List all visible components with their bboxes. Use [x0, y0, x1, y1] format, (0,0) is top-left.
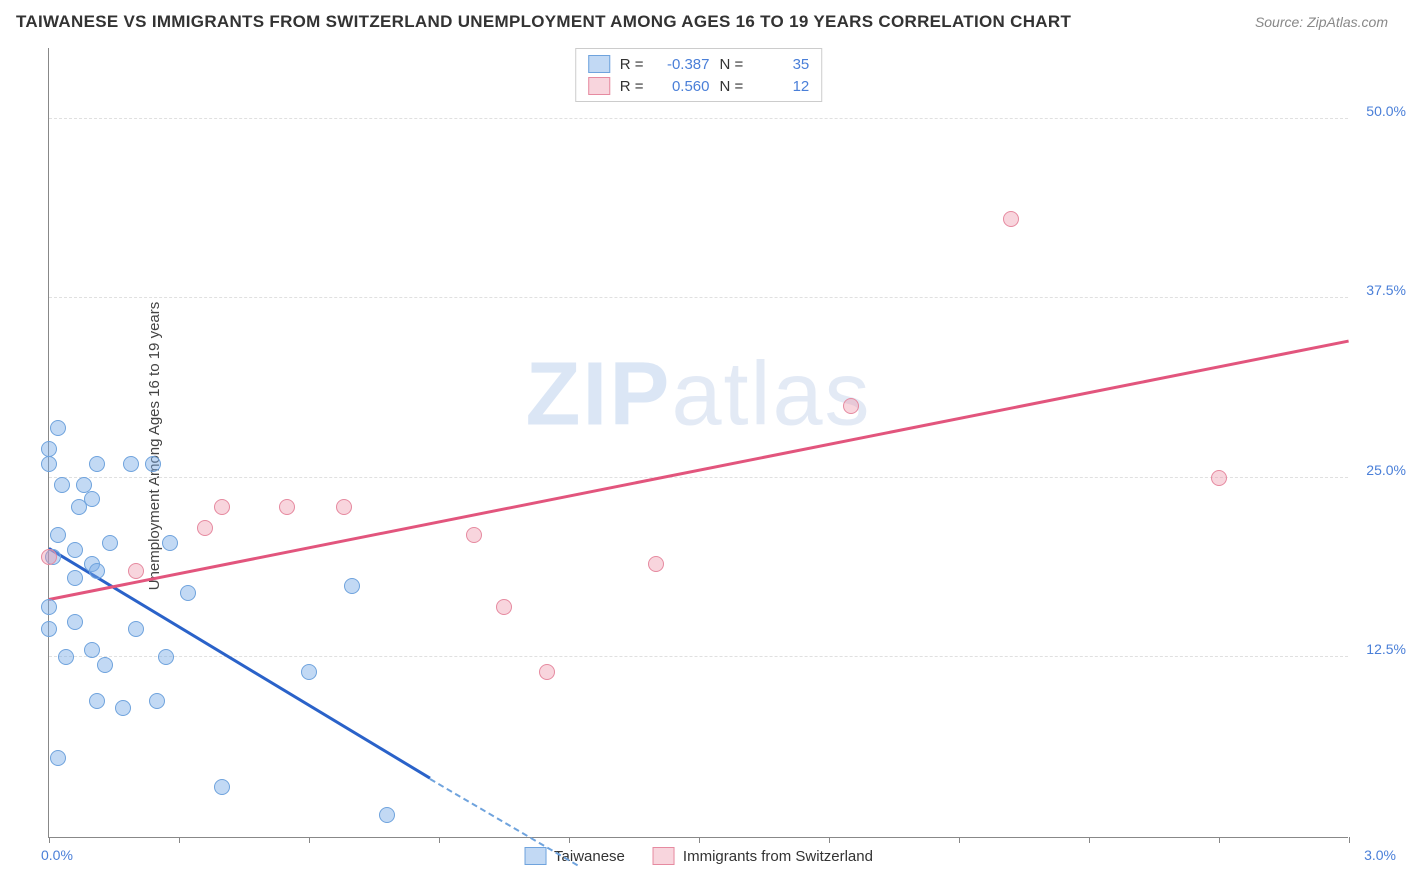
data-point — [279, 499, 295, 515]
data-point — [214, 499, 230, 515]
gridline — [49, 477, 1348, 478]
legend-row-swiss: R = 0.560 N = 12 — [588, 75, 810, 97]
data-point — [84, 491, 100, 507]
r-value-swiss: 0.560 — [654, 78, 710, 95]
x-axis-max-label: 3.0% — [1364, 847, 1396, 863]
data-point — [214, 779, 230, 795]
data-point — [301, 664, 317, 680]
data-point — [89, 456, 105, 472]
data-point — [50, 750, 66, 766]
data-point — [149, 693, 165, 709]
y-tick-label: 12.5% — [1366, 641, 1406, 657]
data-point — [180, 585, 196, 601]
plot-area: ZIPatlas R = -0.387 N = 35 R = 0.560 N =… — [48, 48, 1348, 838]
x-tick — [1089, 837, 1090, 843]
n-label: N = — [720, 56, 744, 73]
data-point — [41, 599, 57, 615]
swatch-swiss — [588, 77, 610, 95]
n-value-taiwanese: 35 — [753, 56, 809, 73]
data-point — [50, 527, 66, 543]
gridline — [49, 118, 1348, 119]
data-point — [145, 456, 161, 472]
data-point — [41, 621, 57, 637]
watermark: ZIPatlas — [525, 344, 871, 447]
x-tick — [309, 837, 310, 843]
watermark-thin: atlas — [671, 345, 871, 445]
x-tick — [1219, 837, 1220, 843]
data-point — [158, 649, 174, 665]
y-tick-label: 37.5% — [1366, 282, 1406, 298]
source-attribution: Source: ZipAtlas.com — [1255, 14, 1388, 30]
gridline — [49, 297, 1348, 298]
data-point — [162, 535, 178, 551]
data-point — [466, 527, 482, 543]
legend-row-taiwanese: R = -0.387 N = 35 — [588, 53, 810, 75]
data-point — [115, 700, 131, 716]
data-point — [89, 693, 105, 709]
data-point — [67, 570, 83, 586]
data-point — [379, 807, 395, 823]
swatch-taiwanese — [588, 55, 610, 73]
r-value-taiwanese: -0.387 — [654, 56, 710, 73]
data-point — [197, 520, 213, 536]
correlation-legend: R = -0.387 N = 35 R = 0.560 N = 12 — [575, 48, 823, 102]
trend-line-extrapolated — [430, 778, 578, 866]
series-legend: Taiwanese Immigrants from Switzerland — [524, 847, 873, 865]
data-point — [123, 456, 139, 472]
data-point — [344, 578, 360, 594]
x-axis-min-label: 0.0% — [41, 847, 73, 863]
data-point — [41, 456, 57, 472]
data-point — [128, 563, 144, 579]
data-point — [128, 621, 144, 637]
data-point — [76, 477, 92, 493]
watermark-bold: ZIP — [525, 345, 671, 445]
data-point — [84, 642, 100, 658]
x-tick — [49, 837, 50, 843]
data-point — [1211, 470, 1227, 486]
data-point — [102, 535, 118, 551]
gridline — [49, 656, 1348, 657]
chart-container: TAIWANESE VS IMMIGRANTS FROM SWITZERLAND… — [0, 0, 1406, 892]
data-point — [67, 614, 83, 630]
data-point — [648, 556, 664, 572]
data-point — [843, 398, 859, 414]
data-point — [539, 664, 555, 680]
x-tick — [829, 837, 830, 843]
r-label: R = — [620, 56, 644, 73]
x-tick — [959, 837, 960, 843]
data-point — [67, 542, 83, 558]
n-label: N = — [720, 78, 744, 95]
legend-item-swiss: Immigrants from Switzerland — [653, 847, 873, 865]
swatch-swiss — [653, 847, 675, 865]
legend-label-swiss: Immigrants from Switzerland — [683, 848, 873, 865]
data-point — [89, 563, 105, 579]
chart-title: TAIWANESE VS IMMIGRANTS FROM SWITZERLAND… — [16, 12, 1071, 32]
x-tick — [569, 837, 570, 843]
x-tick — [1349, 837, 1350, 843]
x-tick — [179, 837, 180, 843]
y-tick-label: 50.0% — [1366, 103, 1406, 119]
data-point — [58, 649, 74, 665]
n-value-swiss: 12 — [753, 78, 809, 95]
data-point — [336, 499, 352, 515]
data-point — [41, 549, 57, 565]
r-label: R = — [620, 78, 644, 95]
data-point — [50, 420, 66, 436]
data-point — [496, 599, 512, 615]
data-point — [97, 657, 113, 673]
data-point — [1003, 211, 1019, 227]
x-tick — [439, 837, 440, 843]
data-point — [54, 477, 70, 493]
y-tick-label: 25.0% — [1366, 462, 1406, 478]
x-tick — [699, 837, 700, 843]
swatch-taiwanese — [524, 847, 546, 865]
